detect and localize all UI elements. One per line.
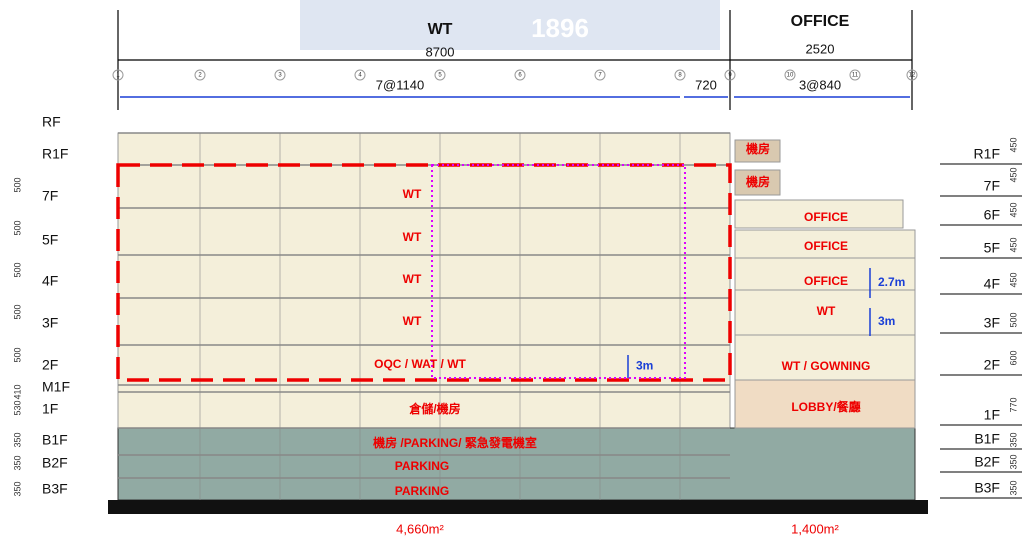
office-area: 1,400m² xyxy=(791,521,839,536)
section-diagram: 1896 WT 8700 7@1140 720 OFFICE 2520 3@84… xyxy=(0,0,1030,546)
left-dim: 500 xyxy=(12,347,22,362)
wt-zone-label: OQC / WAT / WT xyxy=(374,357,466,371)
right-floor-label: 5F xyxy=(984,240,1000,256)
right-dim: 450 xyxy=(1008,137,1018,152)
column-label: 7 xyxy=(598,73,602,79)
left-floor-label: 5F xyxy=(42,232,58,248)
foundation xyxy=(108,500,928,514)
office-zone-label: WT xyxy=(817,304,836,318)
wt-zone-label: PARKING xyxy=(395,459,449,473)
column-label: 12 xyxy=(909,73,916,79)
watermark-bg xyxy=(300,0,720,50)
left-dim: 500 xyxy=(12,220,22,235)
office-zone-label: OFFICE xyxy=(804,274,848,288)
office-zone-label: 機房 xyxy=(746,141,770,156)
left-dim: 500 xyxy=(12,304,22,319)
right-dim: 600 xyxy=(1008,350,1018,365)
right-floor-label: 7F xyxy=(984,178,1000,194)
right-floor-label: R1F xyxy=(974,146,1000,162)
column-label: 5 xyxy=(438,73,442,79)
right-floor-label: 1F xyxy=(984,407,1000,423)
right-dim: 350 xyxy=(1008,432,1018,447)
left-floor-label: 4F xyxy=(42,273,58,289)
right-floor-label: B1F xyxy=(974,431,1000,447)
wt-zone-label: WT xyxy=(403,187,422,201)
right-dim: 350 xyxy=(1008,454,1018,469)
right-dim: 500 xyxy=(1008,312,1018,327)
left-floor-label: B3F xyxy=(42,481,68,497)
wt-zone-label: 倉儲/機房 xyxy=(408,401,460,416)
column-label: 11 xyxy=(852,73,859,79)
wt-end-bay: 720 xyxy=(695,77,717,92)
left-floor-label: 7F xyxy=(42,188,58,204)
wt-zone-label: WT xyxy=(403,230,422,244)
right-dim: 450 xyxy=(1008,202,1018,217)
right-dim: 350 xyxy=(1008,480,1018,495)
right-dim: 770 xyxy=(1008,397,1018,412)
column-label: 4 xyxy=(358,73,362,79)
wt-zone-label: WT xyxy=(403,272,422,286)
right-floor-label: B3F xyxy=(974,480,1000,496)
column-label: 2 xyxy=(198,73,202,79)
left-floor-label: M1F xyxy=(42,379,70,395)
left-dim: 350 xyxy=(12,455,22,470)
right-dim: 450 xyxy=(1008,272,1018,287)
wt-area: 4,660m² xyxy=(396,521,444,536)
office-zone-label: OFFICE xyxy=(804,210,848,224)
right-floor-label: 4F xyxy=(984,276,1000,292)
office-title: OFFICE xyxy=(791,13,850,30)
height-label: 3m xyxy=(878,314,895,328)
wt-building xyxy=(118,133,730,428)
left-floor-label: 2F xyxy=(42,357,58,373)
left-floor-label: 1F xyxy=(42,401,58,417)
left-floor-label: 3F xyxy=(42,315,58,331)
column-label: 6 xyxy=(518,73,522,79)
office-zone-label: 機房 xyxy=(746,174,770,189)
left-dim: 410 xyxy=(12,384,22,399)
left-dim: 500 xyxy=(12,262,22,277)
wt-zone-label: 機房 /PARKING/ 緊急發電機室 xyxy=(373,435,537,450)
left-dim: 530 xyxy=(12,400,22,415)
right-dim: 450 xyxy=(1008,167,1018,182)
wt-width: 8700 xyxy=(426,44,455,59)
wt-zone-label: PARKING xyxy=(395,484,449,498)
office-zone-label: WT / GOWNING xyxy=(782,359,871,373)
right-floor-label: 2F xyxy=(984,357,1000,373)
height-label: 2.7m xyxy=(878,275,905,289)
right-floor-label: 6F xyxy=(984,207,1000,223)
right-floor-label: 3F xyxy=(984,315,1000,331)
column-label: 10 xyxy=(787,73,794,79)
right-floor-label: B2F xyxy=(974,454,1000,470)
wt-zone-label: WT xyxy=(403,314,422,328)
column-label: 3 xyxy=(278,73,282,79)
column-label: 1 xyxy=(116,73,120,79)
left-floor-label: R1F xyxy=(42,146,68,162)
right-dim: 450 xyxy=(1008,237,1018,252)
left-floor-label: RF xyxy=(42,114,61,130)
left-dim: 350 xyxy=(12,481,22,496)
office-zone-label: OFFICE xyxy=(804,239,848,253)
left-floor-label: B1F xyxy=(42,432,68,448)
column-label: 8 xyxy=(678,73,682,79)
left-dim: 350 xyxy=(12,432,22,447)
left-floor-label: B2F xyxy=(42,455,68,471)
watermark: 1896 xyxy=(531,13,589,43)
left-dim: 500 xyxy=(12,177,22,192)
office-width: 2520 xyxy=(806,41,835,56)
column-label: 9 xyxy=(728,73,732,79)
office-bays: 3@840 xyxy=(799,77,841,92)
office-zone-label: LOBBY/餐廳 xyxy=(791,399,860,414)
wt-bays: 7@1140 xyxy=(376,77,424,92)
wt-title: WT xyxy=(428,21,453,38)
height-label: 3m xyxy=(636,359,653,373)
